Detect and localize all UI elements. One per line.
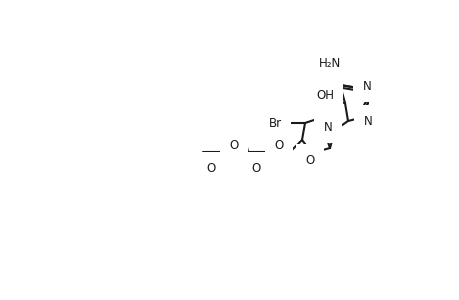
Text: O: O (274, 139, 283, 152)
Text: O: O (206, 161, 215, 175)
Text: O: O (305, 154, 314, 166)
Text: N: N (363, 115, 372, 128)
Text: N: N (323, 121, 332, 134)
Text: O: O (251, 161, 260, 175)
Text: OH: OH (315, 88, 333, 101)
Text: O: O (229, 139, 238, 152)
Text: N: N (319, 85, 328, 98)
Text: N: N (362, 80, 370, 92)
Text: H₂N: H₂N (318, 56, 341, 70)
Text: Br: Br (268, 116, 281, 130)
